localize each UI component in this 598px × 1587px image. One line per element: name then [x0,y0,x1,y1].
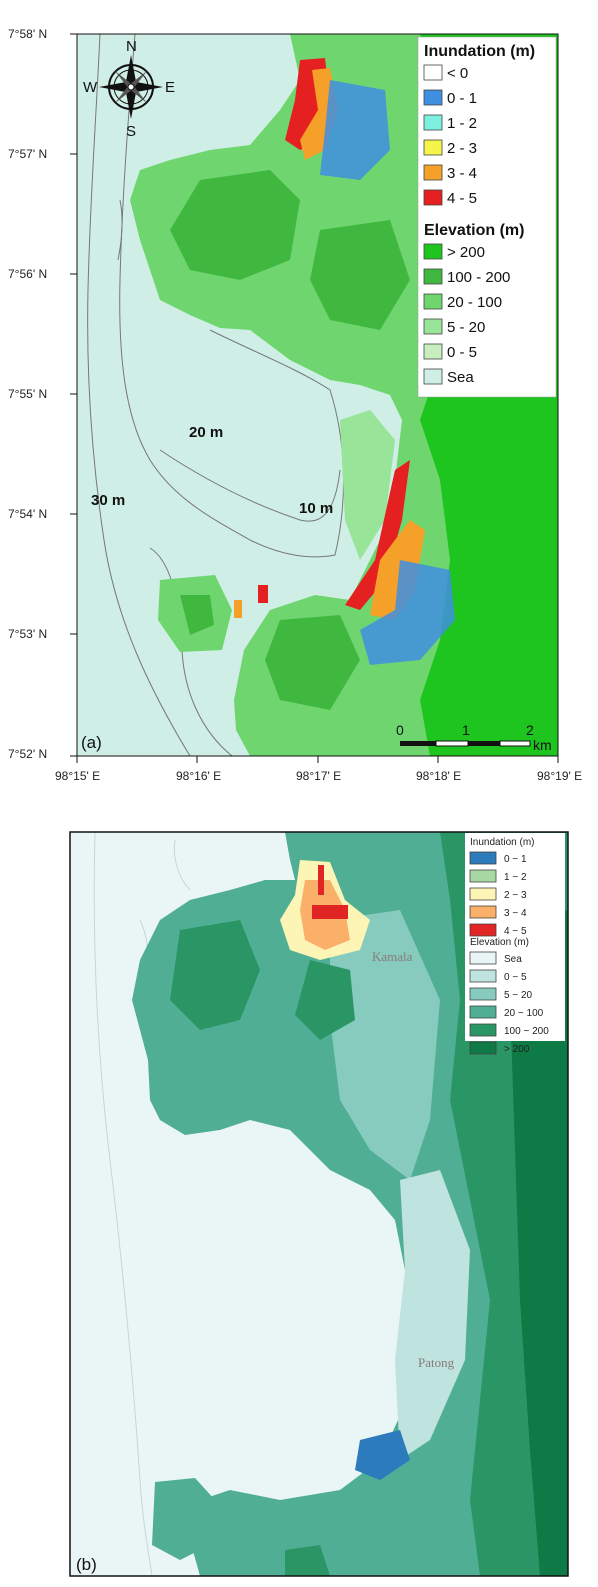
panel-b-label: (b) [76,1555,97,1574]
legend-b-elevation-swatch [469,1005,497,1019]
scale-unit: km [533,737,552,753]
legend-a-inundation-swatch [423,114,443,131]
legend-b-elevation-swatch [469,1041,497,1055]
legend-a-elevation-label: 0 - 5 [447,344,477,361]
scale-tick-1: 1 [462,722,470,738]
legend-a-elevation-swatch [423,318,443,335]
legend-a-inundation-label: 3 - 4 [447,165,477,182]
legend-b-elevation-label: 5 − 20 [504,990,533,1001]
legend-b-inundation-label: 3 − 4 [504,908,527,919]
map-b-frame [69,831,569,1577]
legend-a-elevation-swatch [423,268,443,285]
legend-a-inundation-swatch [423,64,443,81]
compass-rose: N S E W [83,38,175,140]
legend-a-inundation-title: Inundation (m) [424,43,535,60]
legend-a-inundation-swatch [423,139,443,156]
depth-label-10: 10 m [299,500,333,517]
legend-b-elevation-swatch [469,951,497,965]
lat-tick: 7°56' N [8,267,47,281]
place-label-kamala: Kamala [372,949,413,964]
depth-label-30: 30 m [91,492,125,509]
lon-tick: 98°16' E [176,769,221,783]
legend-b-elevation-swatch [469,1023,497,1037]
legend-b-elevation-label: 100 − 200 [504,1026,549,1037]
lat-tick: 7°57' N [8,147,47,161]
legend-a-elevation-label: 5 - 20 [447,319,485,336]
legend-a-inundation-label: 2 - 3 [447,140,477,157]
lon-tick: 98°18' E [416,769,461,783]
map-b-svg: Kamala Patong Inundation (m) 0 − 1 1 − 2 2… [69,831,569,1577]
legend-a-inundation-label: 1 - 2 [447,115,477,132]
legend-b-elevation-label: 0 − 5 [504,972,527,983]
panel-a-label: (a) [81,733,102,752]
scale-tick-2: 2 [526,722,534,738]
legend-b-inundation-swatch [469,869,497,883]
lat-tick: 7°58' N [8,27,47,41]
legend-a-elevation-swatch [423,343,443,360]
legend-b: Inundation (m) 0 − 1 1 − 2 2 − 3 3 − 4 4 − 5… [465,833,565,1055]
legend-b-inundation-label: 1 − 2 [504,872,527,883]
legend-b-inundation-swatch [469,887,497,901]
lat-tick: 7°53' N [8,627,47,641]
legend-a-elevation-swatch [423,293,443,310]
legend-b-elevation-swatch [469,987,497,1001]
legend-a-inundation-swatch [423,189,443,206]
lon-axis: 98°15' E 98°16' E 98°17' E 98°18' E 98°1… [55,756,582,783]
compass-w-label: W [83,79,98,96]
legend-a-inundation-swatch [423,164,443,181]
legend-b-inundation-swatch [469,851,497,865]
compass-s-label: S [126,123,136,140]
legend-a-elevation-label: 100 - 200 [447,269,510,286]
legend-a: Inundation (m) < 0 0 - 1 1 - 2 2 - 3 3 - 4 4 … [417,36,557,398]
legend-a-inundation-label: 4 - 5 [447,190,477,207]
legend-b-inundation-label: 4 − 5 [504,926,527,937]
legend-a-inundation-label: 0 - 1 [447,90,477,107]
inundation-zones [234,58,455,665]
legend-b-elevation-swatch [469,969,497,983]
legend-a-elevation-swatch [423,243,443,260]
map-panel-b: Kamala Patong Inundation (m) 0 − 1 1 − 2 2… [0,800,598,1587]
lat-tick: 7°54' N [8,507,47,521]
legend-b-elevation-label: 20 − 100 [504,1008,544,1019]
lon-tick: 98°15' E [55,769,100,783]
lat-tick: 7°55' N [8,387,47,401]
lon-tick: 98°17' E [296,769,341,783]
legend-b-inundation-label: 0 − 1 [504,854,527,865]
legend-a-elevation-swatch [423,368,443,385]
map-a-svg: N S E W 20 m 30 m 10 m Inundation (m) < … [8,27,582,783]
depth-contours [87,33,345,757]
legend-b-elevation-label: > 200 [504,1044,530,1055]
legend-a-elevation-label: 20 - 100 [447,294,502,311]
compass-e-label: E [165,79,175,96]
place-label-patong: Patong [418,1355,455,1370]
legend-b-inundation-swatch [469,905,497,919]
legend-a-elevation-title: Elevation (m) [424,222,524,239]
lat-axis: 7°58' N 7°57' N 7°56' N 7°55' N 7°54' N … [8,27,77,761]
legend-a-elevation-label: Sea [447,369,474,386]
lat-tick: 7°52' N [8,747,47,761]
legend-a-inundation-swatch [423,89,443,106]
legend-b-elevation-label: Sea [504,954,522,965]
legend-b-inundation-label: 2 − 3 [504,890,527,901]
legend-b-inundation-title: Inundation (m) [470,837,534,848]
legend-b-elevation-title: Elevation (m) [470,937,529,948]
lon-tick: 98°19' E [537,769,582,783]
legend-a-elevation-label: > 200 [447,244,485,261]
compass-n-label: N [126,38,137,55]
legend-a-inundation-label: < 0 [447,65,468,82]
map-panel-a: N S E W 20 m 30 m 10 m Inundation (m) < … [8,27,582,783]
scale-bar: 0 1 2 km [396,722,552,753]
inundation-zones-b [280,860,410,1480]
scale-tick-0: 0 [396,722,404,738]
legend-b-inundation-swatch [469,923,497,937]
depth-label-20: 20 m [189,424,223,441]
